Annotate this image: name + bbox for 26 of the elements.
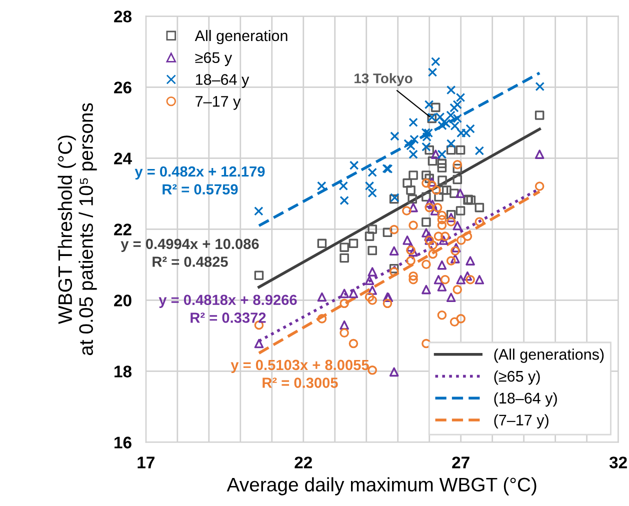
legend-label: (7–17 y) [494,414,548,428]
legend-label: All generation [194,30,288,44]
legend-label: (All generations) [494,348,604,363]
x-axis-title: Average daily maximum WBGT (°C) [226,477,536,496]
legend-label: 7–17 y [196,96,241,110]
x-tick-label: 27 [452,456,470,468]
y-tick-label: 20 [114,294,132,306]
x-tick-label: 32 [609,456,627,468]
y-tick-label: 18 [114,366,132,378]
legend-label: 18–64 y [196,74,250,88]
y-tick-label: 22 [114,224,132,236]
y-axis-title: WBGT Threshold (°C) at 0.05 patients / 10⁵ persons [58,103,97,356]
legend-label: (18–64 y) [494,392,557,407]
y-tick-label: 28 [114,10,132,22]
x-tick-label: 17 [138,456,154,468]
annotation: y = 0.4818x + 8.9266 R² = 0.3372 [158,294,297,323]
legend-label: ≥65 y [195,52,232,66]
y-tick-label: 26 [114,82,132,94]
x-tick-label: 22 [294,456,312,468]
y-tick-label: 24 [114,152,132,164]
legend-label: (≥65 y) [494,370,540,385]
annotation: y = 0.5103x + 8.0055 R² = 0.3005 [230,360,369,388]
annotation: 13 Tokyo [354,73,412,86]
y-tick-label: 16 [114,436,132,448]
annotation: y = 0.4994x + 10.086 R² = 0.4825 [120,238,259,267]
annotation: y = 0.482x + 12.179 R² = 0.5759 [134,166,265,194]
